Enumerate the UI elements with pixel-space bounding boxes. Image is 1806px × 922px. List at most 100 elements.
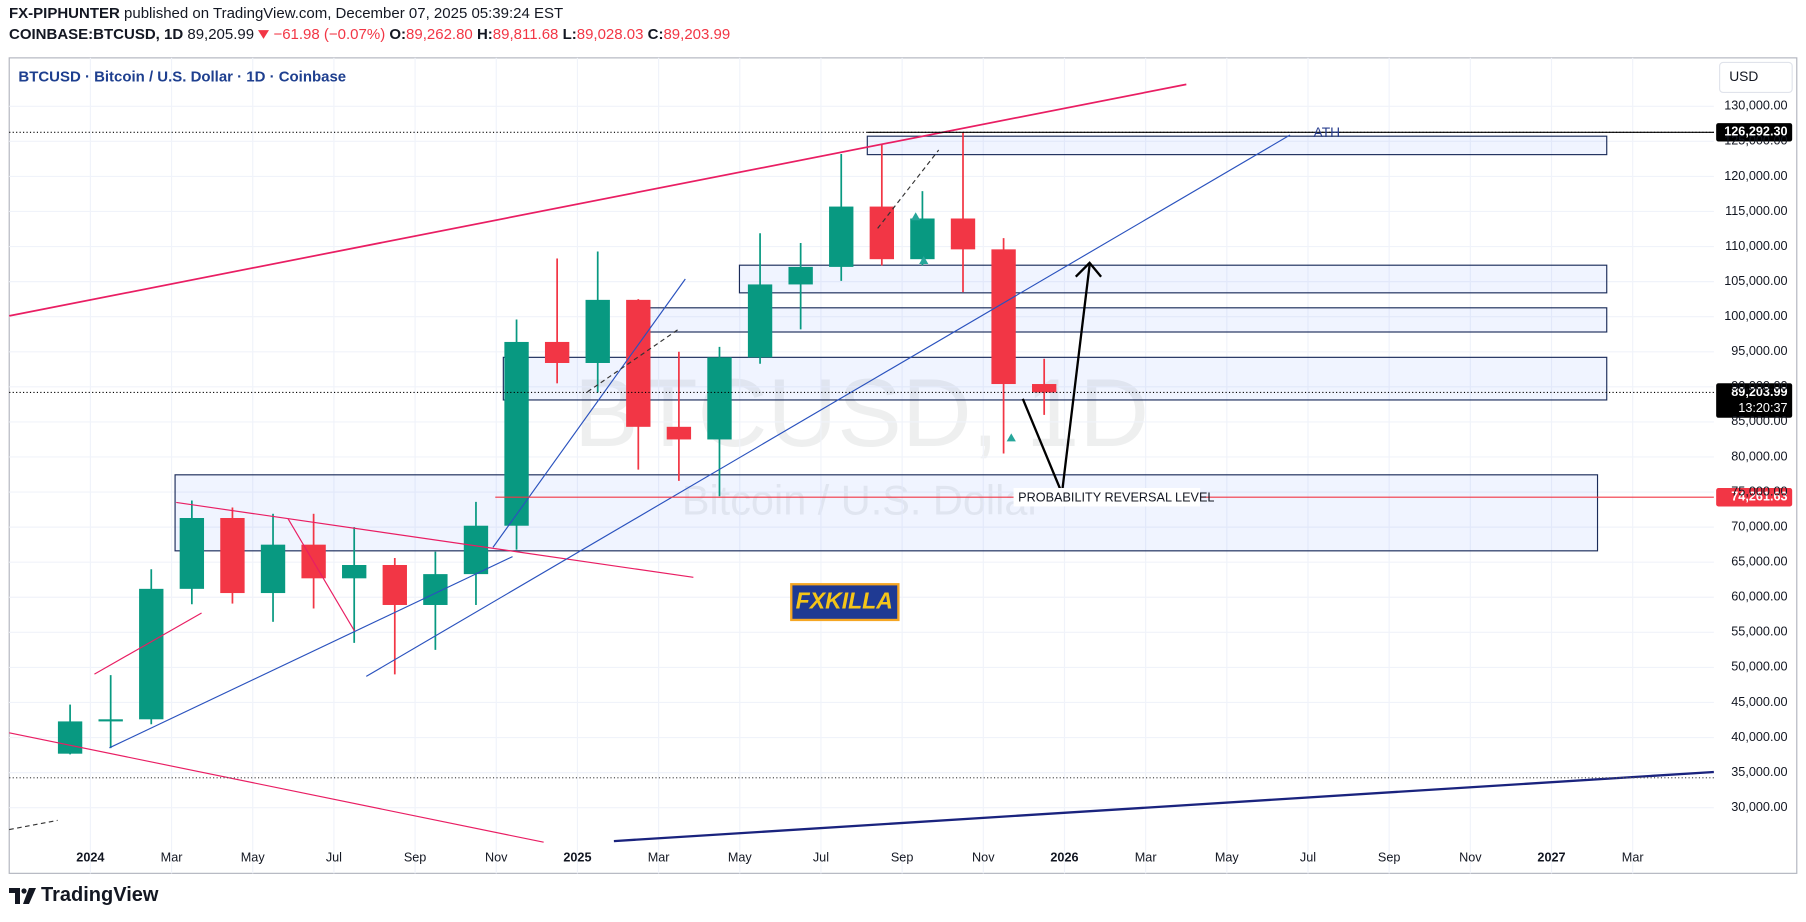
x-tick-label: Jul [326, 851, 342, 865]
y-tick-label: 75,000.00 [1731, 484, 1787, 498]
y-tick-label: 40,000.00 [1731, 730, 1787, 744]
trend-line [287, 518, 356, 632]
y-tick-label: 110,000.00 [1725, 239, 1787, 253]
x-tick-label: Sep [891, 851, 914, 865]
candle-body [220, 518, 245, 594]
x-tick-label: Mar [161, 851, 183, 865]
trend-line [94, 612, 202, 675]
candle-body [707, 357, 732, 440]
high-label: H: [476, 26, 493, 43]
candle-body [626, 299, 651, 427]
currency-button[interactable] [1719, 61, 1793, 94]
y-tick-label: 45,000.00 [1731, 695, 1787, 709]
signal-marker [919, 255, 929, 265]
watermark-subtitle: Bitcoin / U.S. Dollar [682, 477, 1042, 524]
candle-body [1032, 384, 1057, 393]
x-tick-label: Nov [1459, 851, 1482, 865]
candle-body [544, 341, 570, 363]
drawings [9, 83, 1714, 843]
x-tick-label: Nov [485, 851, 508, 865]
x-tick-label: Jul [813, 851, 829, 865]
y-tick-label: 70,000.00 [1731, 519, 1787, 533]
price-label-bg [1716, 123, 1793, 142]
price-label-bg [1716, 488, 1793, 507]
x-tick-label: Mar [1622, 851, 1644, 865]
candle-body [504, 341, 529, 526]
candle-body [747, 284, 773, 358]
candle-body [382, 564, 407, 605]
down-icon [258, 30, 270, 39]
annotation-bg [1013, 488, 1201, 507]
candle-body [666, 426, 692, 440]
grid [9, 57, 1714, 874]
symbol-line: COINBASE:BTCUSD, 1D 89,205.99 −61.98 (−0… [9, 26, 730, 43]
trend-line [587, 328, 680, 393]
zones [174, 135, 1608, 552]
y-tick-label: 80,000.00 [1731, 449, 1787, 463]
x-tick-label: 2024 [76, 851, 104, 865]
x-tick-label: Sep [1378, 851, 1401, 865]
price-label: 126,292.30 [1724, 125, 1787, 139]
logo-icon [9, 887, 36, 904]
y-tick-label: 90,000.00 [1731, 379, 1787, 393]
watermark: BTCUSD, 1D [574, 358, 1149, 467]
y-tick-label: 55,000.00 [1731, 625, 1787, 639]
currency[interactable]: USD [1729, 68, 1758, 84]
y-tick-label: 60,000.00 [1731, 590, 1787, 604]
chart-title: BTCUSD · Bitcoin / U.S. Dollar · 1D · Co… [18, 68, 346, 85]
publish-line: FX-PIPHUNTER published on TradingView.co… [9, 5, 563, 22]
axes: 30,000.00 35,000.00 40,000.00 45,000.00 50,0… [76, 99, 1787, 865]
change: −61.98 (−0.07%) [273, 26, 386, 43]
x-tick-label: Nov [972, 851, 995, 865]
publisher: FX-PIPHUNTER [9, 5, 120, 22]
trend-line [9, 819, 58, 831]
x-tick-label: May [728, 851, 753, 865]
y-tick-label: 105,000.00 [1724, 274, 1787, 288]
candle-body [950, 218, 976, 250]
open: 89,262.80 [406, 26, 473, 43]
zone [502, 356, 1608, 401]
brand: FXKILLA [796, 588, 893, 614]
y-tick-label: 85,000.00 [1731, 414, 1787, 428]
signal-marker [1006, 433, 1016, 442]
x-tick-label: May [241, 851, 266, 865]
candle-body [179, 518, 205, 589]
trend-line [613, 770, 1714, 843]
low: 89,028.03 [576, 26, 644, 43]
trend-line [877, 149, 940, 229]
y-tick-label: 115,000.00 [1725, 204, 1787, 218]
price-label: 74,261.63 [1731, 490, 1787, 504]
x-tick-label: Sep [404, 851, 427, 865]
brand-box [790, 583, 900, 622]
candle-body [260, 544, 286, 594]
trend-line [492, 278, 686, 548]
y-tick-label: 120,000.00 [1724, 169, 1787, 183]
y-tick-label: 125,000.00 [1724, 134, 1787, 148]
zone [174, 474, 1599, 552]
price-label: 89,203.99 [1731, 385, 1787, 399]
candle-body [910, 218, 935, 260]
zone [630, 307, 1608, 333]
annotation: PROBABILITY REVERSAL LEVEL [1018, 491, 1214, 505]
zone [738, 264, 1608, 294]
y-tick-label: 65,000.00 [1731, 555, 1787, 569]
y-tick-label: 100,000.00 [1724, 309, 1787, 323]
candle-body [98, 719, 123, 722]
candles [57, 132, 1057, 755]
footer: TradingView [9, 884, 158, 907]
signal-marker [911, 212, 921, 221]
x-tick-label: 2025 [563, 851, 591, 865]
published: published on TradingView.com, December 0… [124, 5, 564, 22]
trend-line [9, 83, 1187, 317]
y-tick-label: 130,000.00 [1724, 99, 1787, 113]
candle-body [869, 206, 895, 260]
arrow-head [1074, 261, 1102, 278]
price-lines: 126,292.30 ATH 89,203.99 13:20:37 74,261.63 P… [9, 123, 1793, 507]
candle-body [463, 525, 489, 575]
trend-line [9, 732, 544, 843]
low-label: L: [562, 26, 577, 43]
x-tick-label: 2027 [1537, 851, 1565, 865]
countdown: 13:20:37 [1738, 401, 1787, 415]
y-tick-label: 95,000.00 [1731, 344, 1787, 358]
